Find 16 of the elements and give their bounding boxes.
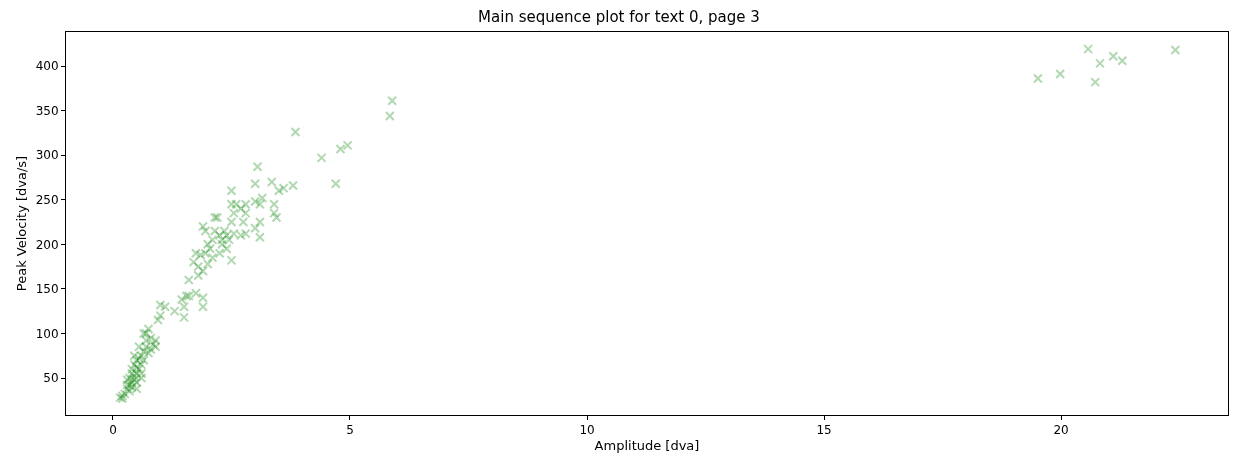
y-tick-label: 300 bbox=[35, 148, 59, 163]
x-tick-label: 5 bbox=[346, 423, 354, 438]
y-tick-label: 100 bbox=[35, 326, 59, 341]
x-tick-label: 0 bbox=[109, 423, 117, 438]
y-tick-label: 350 bbox=[35, 103, 59, 118]
y-tick-label: 50 bbox=[43, 371, 59, 386]
y-axis-title: Peak Velocity [dva/s] bbox=[13, 155, 29, 292]
x-tick-label: 20 bbox=[1053, 423, 1069, 438]
x-tick-label: 15 bbox=[816, 423, 832, 438]
y-tick-label: 150 bbox=[35, 282, 59, 297]
y-tick-label: 250 bbox=[35, 192, 59, 207]
x-axis-title: Amplitude [dva] bbox=[594, 438, 700, 453]
x-tick-label: 10 bbox=[579, 423, 595, 438]
chart-title: Main sequence plot for text 0, page 3 bbox=[478, 8, 760, 27]
y-tick-label: 200 bbox=[35, 237, 59, 252]
y-tick-label: 400 bbox=[35, 59, 59, 74]
